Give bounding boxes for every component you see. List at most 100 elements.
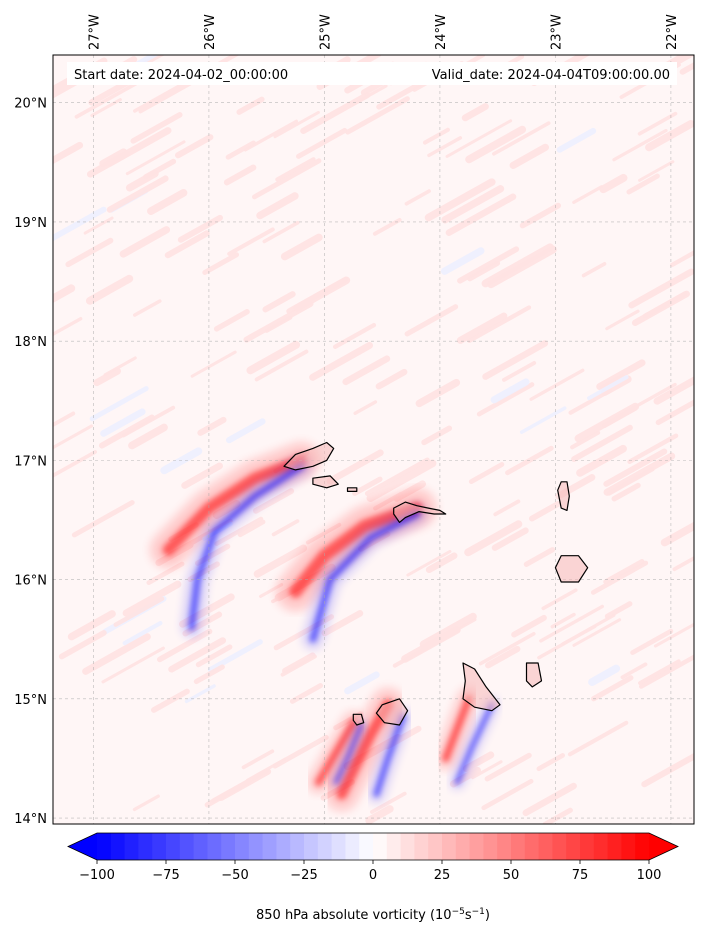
- texture-streak: [511, 614, 547, 638]
- texture-streak: [456, 312, 508, 344]
- texture-streak: [422, 127, 450, 145]
- colorbar-segment: [276, 833, 291, 860]
- colorbar-segment: [593, 833, 609, 860]
- colorbar-segment: [317, 833, 333, 860]
- texture-streak: [502, 360, 537, 382]
- texture-streak: [245, 757, 287, 782]
- info-box: Start date: 2024-04-02_00:00:00 Valid_da…: [67, 62, 677, 85]
- colorbar-segment: [331, 833, 346, 860]
- texture-streak: [404, 189, 431, 206]
- negative-vorticity-band: [454, 702, 495, 785]
- negative-vorticity-band: [309, 510, 420, 643]
- texture-streak: [427, 136, 463, 158]
- texture-streak: [280, 233, 323, 261]
- texture-streak: [611, 482, 641, 502]
- texture-streak: [332, 322, 377, 350]
- texture-streak: [481, 778, 534, 811]
- texture-streak: [251, 158, 322, 200]
- texture-streak: [156, 628, 213, 663]
- colorbar-label: 850 hPa absolute vorticity (10−5s−1): [256, 907, 490, 923]
- colorbar-tick-label: 0: [369, 868, 377, 883]
- texture-streak: [82, 633, 151, 675]
- colorbar-segment: [428, 833, 443, 860]
- texture-streak: [53, 450, 98, 478]
- colorbar-min-extend: [68, 833, 97, 860]
- island-outline: [312, 475, 339, 489]
- colorbar-tick-label: 25: [434, 868, 451, 883]
- colorbar-max-extend: [649, 833, 678, 860]
- colorbar-segment: [110, 833, 126, 860]
- texture-streak: [352, 476, 383, 496]
- positive-vorticity-band: [336, 699, 394, 800]
- latitude-tick-label: 19°N: [14, 216, 47, 231]
- texture-streak: [177, 214, 224, 243]
- island-outline: [557, 481, 570, 511]
- texture-streak: [246, 340, 301, 375]
- texture-streak: [214, 516, 264, 547]
- texture-streak: [262, 220, 300, 244]
- longitude-tick-label: 27°W: [87, 14, 102, 50]
- latitude-tick-label: 20°N: [14, 97, 47, 112]
- texture-streak: [366, 459, 437, 502]
- longitude-tick-label: 26°W: [203, 14, 218, 50]
- texture-streak: [125, 140, 186, 176]
- texture-streak: [65, 237, 114, 268]
- texture-streak: [345, 96, 410, 135]
- latitude-tick-labels: 14°N 15°N 16°N 17°N 18°N 19°N 20°N: [14, 97, 47, 827]
- texture-streak: [254, 349, 309, 382]
- colorbar-segment: [580, 833, 595, 860]
- texture-streak: [282, 652, 316, 674]
- texture-streak: [190, 350, 237, 378]
- colorbar-segment: [400, 833, 415, 860]
- texture-streak: [309, 341, 374, 381]
- texture-streak: [638, 659, 681, 686]
- texture-streak: [106, 175, 169, 213]
- texture-streak: [147, 189, 188, 216]
- texture-streak: [262, 291, 296, 313]
- latitude-tick-label: 17°N: [14, 454, 47, 469]
- texture-streak: [168, 637, 227, 673]
- latitude-tick-label: 16°N: [14, 574, 47, 589]
- colorbar-segment: [290, 833, 305, 860]
- colorbar-segment: [207, 833, 222, 860]
- colorbar-segment: [235, 833, 250, 860]
- texture-streak: [53, 316, 83, 337]
- texture-streak: [528, 500, 561, 522]
- colorbar-segment: [138, 833, 153, 860]
- texture-streak: [467, 305, 532, 344]
- positive-vorticity-band: [442, 695, 473, 762]
- island-outline: [346, 487, 358, 492]
- texture-streak: [601, 375, 632, 396]
- texture-streak: [342, 355, 391, 386]
- texture-streak: [492, 121, 551, 156]
- texture-streak: [364, 457, 430, 496]
- texture-streak: [150, 688, 190, 713]
- negative-vorticity-band: [188, 463, 305, 631]
- texture-streak: [253, 544, 308, 578]
- texture-streak: [223, 164, 257, 186]
- texture-streak: [326, 449, 384, 485]
- texture-streak: [67, 610, 116, 641]
- texture-streak: [576, 444, 627, 477]
- texture-streak: [372, 217, 402, 236]
- texture-streak: [404, 304, 459, 337]
- colorbar-segment: [511, 833, 526, 860]
- colorbar-segment: [442, 833, 457, 860]
- texture-streak: [89, 386, 149, 422]
- texture-streak: [293, 276, 351, 312]
- texture-streak: [522, 782, 577, 817]
- texture-streak: [482, 340, 549, 380]
- texture-streak: [93, 367, 121, 387]
- negative-vorticity-band: [334, 723, 364, 785]
- texture-streak: [241, 749, 275, 770]
- texture-streak: [296, 127, 348, 159]
- colorbar-segment: [345, 833, 360, 860]
- texture-streak: [567, 720, 629, 757]
- texture-streak: [130, 112, 183, 144]
- start-date-label: Start date: 2024-04-02_00:00:00: [74, 68, 288, 83]
- texture-streak: [441, 185, 505, 224]
- texture-streak: [653, 376, 694, 405]
- texture-streak: [556, 127, 597, 153]
- texture-streak: [175, 134, 214, 159]
- texture-streak: [445, 193, 517, 236]
